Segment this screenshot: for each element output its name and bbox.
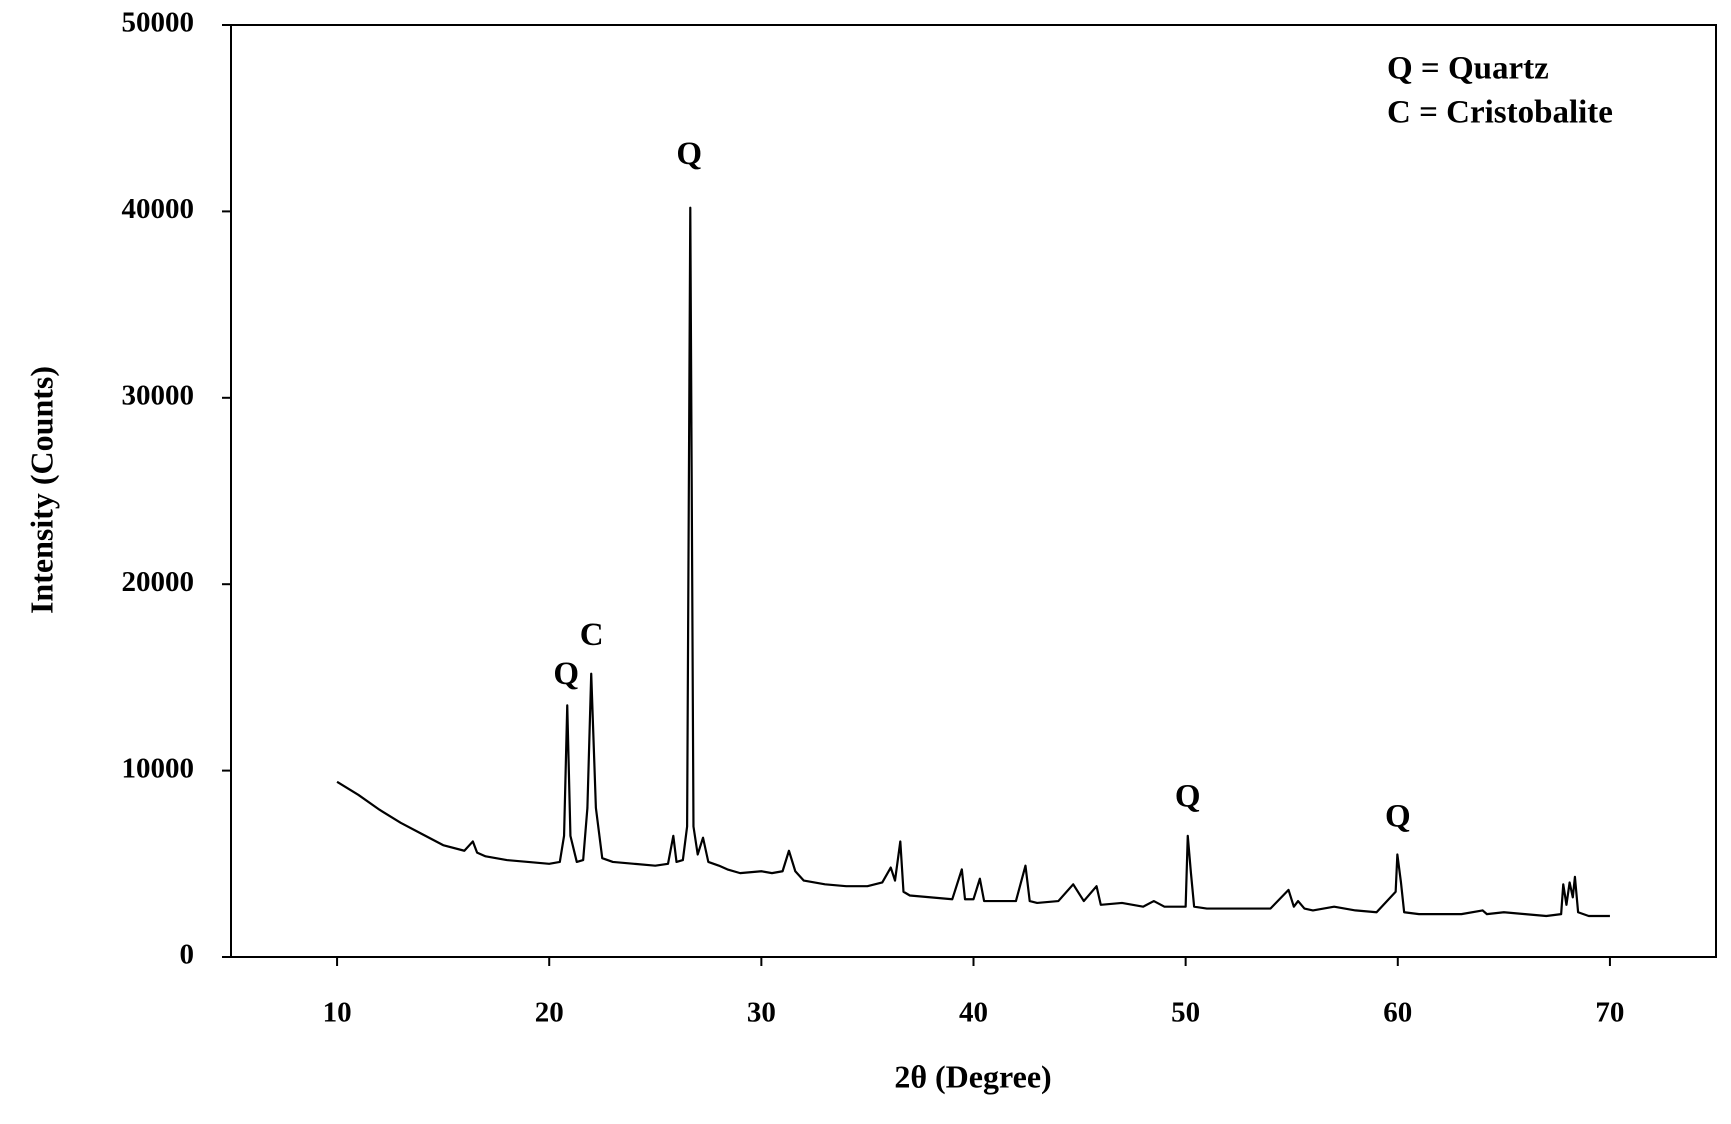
y-tick-label: 30000: [122, 379, 195, 411]
y-tick-label: 50000: [122, 7, 195, 39]
x-axis-label: 2θ (Degree): [894, 1058, 1051, 1094]
y-axis-label: Intensity (Counts): [23, 366, 59, 614]
peak-annotation: Q: [676, 136, 702, 172]
peak-annotation: C: [580, 617, 604, 653]
x-tick-label: 10: [323, 997, 352, 1029]
x-tick-label: 60: [1383, 997, 1412, 1029]
y-tick-label: 0: [180, 939, 195, 971]
x-tick-label: 40: [959, 997, 988, 1029]
y-tick-label: 10000: [122, 752, 195, 784]
peak-annotation: Q: [553, 656, 579, 692]
x-tick-label: 70: [1595, 997, 1624, 1029]
xrd-line: [336, 206, 1610, 918]
peak-annotation: Q: [1385, 799, 1411, 835]
x-tick-label: 30: [747, 997, 776, 1029]
y-tick-label: 40000: [122, 193, 195, 225]
key-text: C = Cristobalite: [1387, 95, 1613, 131]
peak-annotation: Q: [1175, 779, 1201, 815]
y-tick-label: 20000: [122, 566, 195, 598]
key-text: Q = Quartz: [1387, 51, 1549, 87]
x-tick-label: 20: [535, 997, 564, 1029]
plot-frame: [230, 24, 1717, 958]
x-tick-label: 50: [1171, 997, 1200, 1029]
